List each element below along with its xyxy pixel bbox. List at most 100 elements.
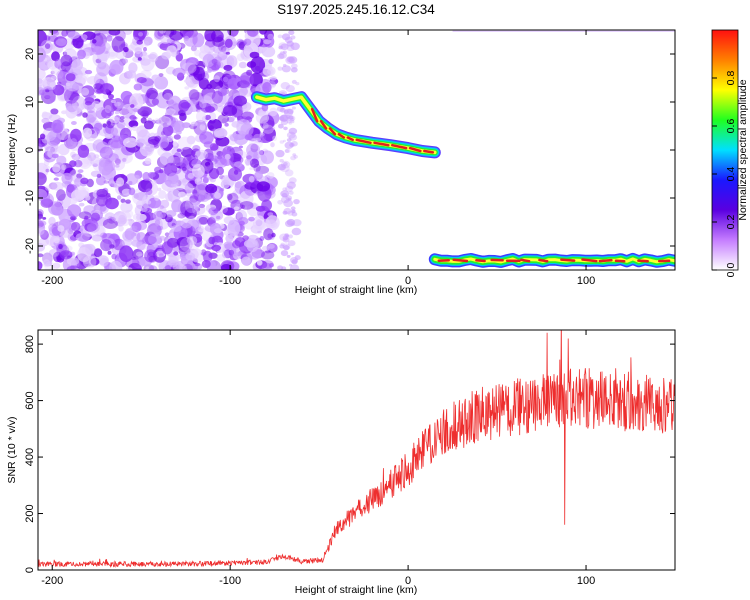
noise-speck [82, 112, 88, 118]
noise-speck [118, 108, 130, 115]
noise-speck [227, 192, 239, 204]
noise-speck [180, 102, 191, 109]
noise-speck [262, 65, 276, 77]
noise-speck [288, 177, 297, 184]
noise-speck [112, 135, 121, 143]
noise-speck [172, 67, 186, 78]
noise-speck [187, 64, 200, 76]
noise-speck [279, 159, 284, 163]
noise-speck [107, 250, 112, 255]
noise-speck [284, 141, 294, 149]
noise-speck [166, 45, 177, 57]
x-tick-label: 0 [405, 575, 411, 587]
noise-speck [173, 120, 185, 133]
noise-speck [71, 153, 81, 161]
noise-speck [55, 38, 67, 47]
noise-speck [113, 101, 121, 107]
noise-speck [278, 116, 285, 121]
noise-speck [45, 89, 50, 93]
noise-speck [93, 154, 100, 158]
noise-speck [114, 158, 121, 165]
noise-speck [77, 169, 84, 174]
noise-speck [98, 158, 113, 176]
lower-band-core [538, 258, 549, 263]
noise-speck [233, 206, 240, 211]
noise-speck [288, 234, 293, 239]
noise-speck [183, 31, 198, 47]
noise-speck [111, 214, 119, 222]
noise-speck [144, 249, 158, 263]
noise-speck [290, 155, 296, 161]
noise-speck [96, 190, 110, 200]
noise-speck [139, 52, 150, 59]
noise-speck [71, 121, 77, 125]
noise-speck [196, 152, 206, 160]
noise-speck [263, 39, 272, 45]
noise-speck [159, 152, 174, 166]
noise-speck [192, 32, 205, 48]
noise-speck [154, 166, 162, 174]
noise-speck [137, 106, 153, 117]
noise-speck [128, 120, 139, 128]
noise-speck [76, 173, 83, 179]
noise-speck [148, 255, 157, 263]
noise-speck [144, 143, 155, 152]
noise-speck [182, 166, 187, 172]
noise-speck [102, 123, 107, 128]
noise-speck [159, 199, 170, 209]
noise-speck [259, 150, 265, 156]
noise-speck [110, 127, 119, 136]
noise-speck [187, 172, 195, 179]
ridge-core [373, 141, 390, 147]
noise-speck [168, 95, 182, 112]
ridge-core [328, 127, 337, 136]
noise-speck [267, 212, 274, 217]
noise-speck [158, 136, 170, 149]
noise-speck [225, 78, 233, 84]
noise-speck [38, 68, 46, 80]
noise-speck [126, 70, 137, 79]
noise-speck [277, 164, 286, 171]
noise-speck [124, 228, 135, 240]
noise-speck [208, 207, 218, 216]
noise-speck [261, 260, 274, 269]
y-tick-label: 0 [24, 147, 36, 153]
noise-speck [293, 199, 300, 205]
noise-speck [255, 205, 266, 212]
noise-speck [249, 158, 260, 168]
noise-speck [205, 183, 218, 194]
noise-speck [66, 257, 80, 266]
noise-speck [290, 206, 296, 211]
noise-speck [84, 215, 89, 220]
noise-speck [165, 108, 176, 115]
noise-speck [154, 117, 160, 123]
noise-speck [71, 189, 85, 202]
spectrogram-y-label: Frequency (Hz) [6, 114, 18, 186]
noise-speck [49, 82, 56, 88]
noise-speck [280, 114, 290, 122]
noise-speck [135, 251, 143, 257]
snr-x-axis: -200 -100 0 100 [41, 330, 595, 587]
noise-speck [175, 52, 183, 62]
noise-speck [216, 166, 225, 176]
noise-speck [114, 111, 120, 115]
noise-speck [290, 67, 298, 73]
noise-speck [209, 79, 224, 90]
noise-speck [178, 191, 186, 198]
noise-speck [156, 225, 164, 231]
noise-speck [200, 121, 206, 126]
noise-speck [50, 108, 59, 115]
noise-speck [242, 119, 248, 124]
noise-speck [136, 125, 148, 138]
snr-frame [37, 329, 676, 571]
noise-speck [282, 187, 287, 191]
noise-speck [191, 150, 196, 155]
noise-speck [77, 49, 86, 60]
noise-speck [113, 148, 119, 154]
colorbar: 0.0 0.2 0.4 0.6 0.8 Normalized spectral ampl… [711, 29, 749, 277]
ridge-core [319, 119, 328, 130]
noise-speck [163, 92, 173, 102]
spectrogram-y-axis: -20 -10 0 10 20 [24, 48, 675, 254]
noise-speck [172, 141, 178, 147]
